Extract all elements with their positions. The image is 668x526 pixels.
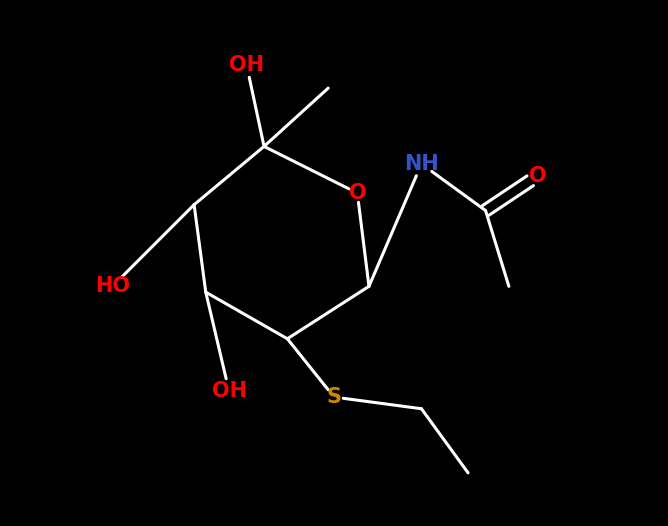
Text: O: O xyxy=(349,183,366,203)
Text: NH: NH xyxy=(404,154,439,174)
Text: OH: OH xyxy=(229,55,264,75)
Text: O: O xyxy=(529,166,547,186)
Text: OH: OH xyxy=(212,381,246,401)
Text: HO: HO xyxy=(95,276,130,296)
Text: S: S xyxy=(327,387,341,407)
